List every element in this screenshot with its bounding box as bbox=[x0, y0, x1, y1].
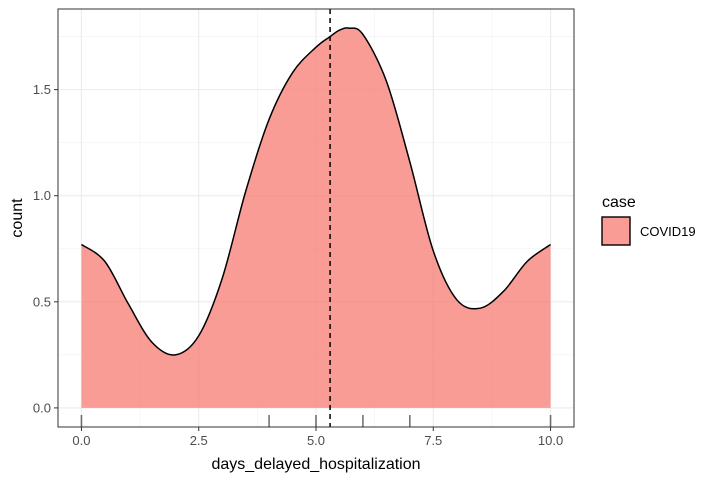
y-axis-ticks: 0.0 0.5 1.0 1.5 bbox=[33, 82, 58, 415]
density-fill-covid19 bbox=[81, 27, 551, 408]
legend-key-covid19 bbox=[601, 216, 631, 246]
y-tick-label: 1.5 bbox=[33, 82, 51, 97]
y-axis-title: count bbox=[9, 198, 26, 238]
x-tick-label: 10.0 bbox=[538, 433, 563, 448]
y-tick-label: 1.0 bbox=[33, 188, 51, 203]
x-tick-label: 5.0 bbox=[307, 433, 325, 448]
x-tick-label: 7.5 bbox=[424, 433, 442, 448]
x-tick-label: 2.5 bbox=[190, 433, 208, 448]
legend-title: case bbox=[602, 194, 636, 211]
x-axis-ticks: 0.0 2.5 5.0 7.5 10.0 bbox=[72, 427, 563, 448]
y-tick-label: 0.0 bbox=[33, 400, 51, 415]
rug-marks bbox=[80, 415, 552, 427]
y-tick-label: 0.5 bbox=[33, 294, 51, 309]
x-axis-title: days_delayed_hospitalization bbox=[211, 456, 420, 473]
legend-label-covid19: COVID19 bbox=[640, 224, 696, 239]
x-tick-label: 0.0 bbox=[72, 433, 90, 448]
legend: case COVID19 bbox=[601, 194, 696, 246]
